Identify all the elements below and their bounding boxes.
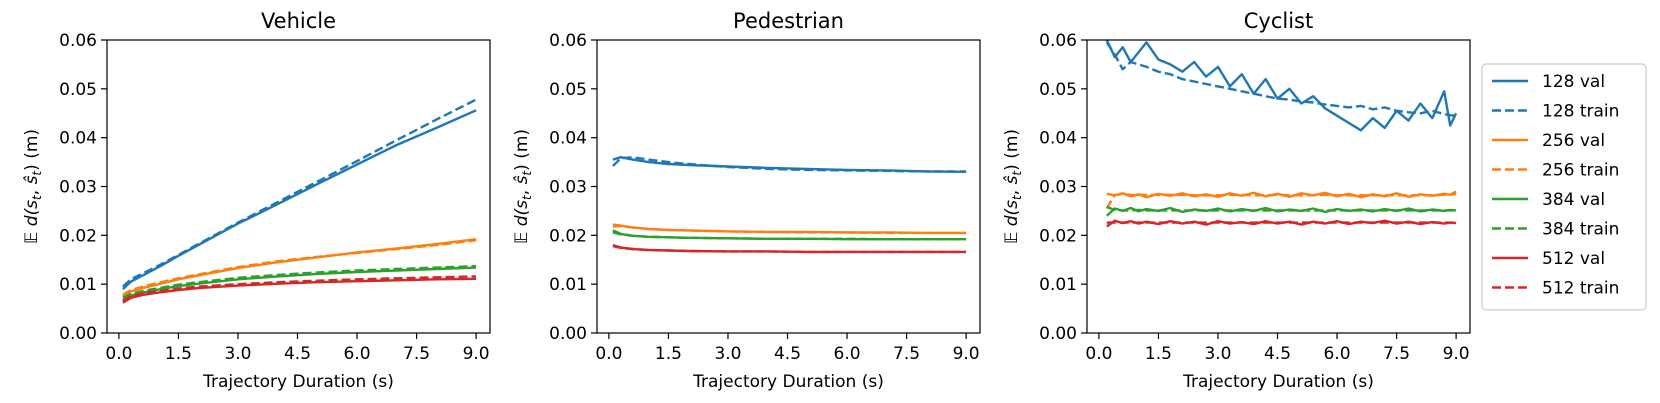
y-tick-label: 0.01: [59, 275, 97, 295]
series-group: [122, 98, 477, 304]
x-tick-label: 7.5: [403, 344, 430, 364]
y-tick-label: 0.02: [1039, 226, 1077, 246]
series-line-512-train: [612, 244, 967, 254]
y-tick-label: 0.05: [59, 80, 97, 100]
legend-label: 512 val: [1542, 249, 1605, 269]
x-tick-label: 9.0: [463, 344, 490, 364]
y-axis-label: 𝔼 d(st, ŝt) (m): [1002, 129, 1024, 244]
y-tick-label: 0.06: [549, 31, 587, 51]
x-tick-label: 6.0: [1324, 344, 1351, 364]
series-line-128-train: [612, 155, 967, 173]
x-tick-label: 3.0: [1204, 344, 1231, 364]
series-group: [1105, 40, 1458, 228]
series-line-128-val: [122, 109, 477, 290]
series-group: [612, 155, 967, 254]
y-tick-label: 0.02: [59, 226, 97, 246]
y-tick-label: 0.00: [549, 324, 587, 344]
panel-vehicle: 0.00 0.01 0.02 0.03 0.04 0.05 0.06 0.0 1.5 3.0 4.5…: [22, 9, 491, 392]
x-axis-label: Trajectory Duration (s): [202, 372, 394, 392]
x-axis-label: Trajectory Duration (s): [1182, 372, 1374, 392]
y-tick-label: 0.05: [549, 80, 587, 100]
x-tick-label: 7.5: [893, 344, 920, 364]
legend-label: 512 train: [1542, 279, 1619, 299]
series-line-256-train: [1105, 192, 1457, 210]
x-tick-label: 4.5: [284, 344, 311, 364]
legend-entry: 384 train: [1492, 220, 1619, 240]
panel-cyclist: 0.00 0.01 0.02 0.03 0.04 0.05 0.06 0.0 1.5 3.0 4.5…: [1002, 9, 1471, 392]
series-line-128-val: [1105, 40, 1458, 132]
x-tick-label: 6.0: [344, 344, 371, 364]
y-axis-label: 𝔼 d(st, ŝt) (m): [512, 129, 534, 244]
series-line-512-train: [122, 275, 477, 303]
y-tick-label: 0.04: [59, 129, 97, 149]
legend-entry: 128 val: [1492, 72, 1605, 92]
y-tick-label: 0.00: [59, 324, 97, 344]
x-tick-label: 3.0: [224, 344, 251, 364]
series-line-128-train: [1105, 41, 1457, 117]
x-tick-label: 4.5: [1264, 344, 1291, 364]
x-tick-label: 0.0: [105, 344, 132, 364]
x-tick-label: 0.0: [1085, 344, 1112, 364]
series-line-384-train: [122, 264, 477, 299]
legend-label: 384 train: [1542, 220, 1619, 240]
y-tick-label: 0.06: [59, 31, 97, 51]
series-line-384-val: [1105, 206, 1457, 217]
legend-box: [1481, 63, 1647, 311]
y-tick-label: 0.04: [549, 129, 587, 149]
y-tick-label: 0.01: [1039, 275, 1077, 295]
series-line-384-train: [1106, 205, 1457, 212]
legend-entry: 256 val: [1492, 131, 1605, 151]
x-tick-label: 7.5: [1383, 344, 1410, 364]
legend-label: 384 val: [1542, 190, 1605, 210]
x-tick-label: 0.0: [595, 344, 622, 364]
y-axis-label: 𝔼 d(st, ŝt) (m): [22, 129, 44, 244]
y-tick-label: 0.02: [549, 226, 587, 246]
series-line-384-train: [612, 231, 967, 241]
y-tick-label: 0.03: [59, 178, 97, 198]
legend-entry: 128 train: [1492, 102, 1619, 122]
series-line-128-val: [612, 155, 967, 173]
legend-entry: 512 train: [1492, 279, 1619, 299]
series-line-256-train: [612, 224, 967, 235]
x-tick-label: 1.5: [165, 344, 192, 364]
axes-frame: [596, 39, 981, 334]
y-tick-label: 0.00: [1039, 324, 1077, 344]
x-tick-label: 1.5: [1145, 344, 1172, 364]
legend-label: 256 val: [1542, 131, 1605, 151]
y-tick-label: 0.06: [1039, 31, 1077, 51]
legend-label: 256 train: [1542, 161, 1619, 181]
chart-title: Cyclist: [1244, 9, 1313, 33]
chart-title: Pedestrian: [733, 9, 844, 33]
panel-pedestrian: 0.00 0.01 0.02 0.03 0.04 0.05 0.06 0.0 1.5 3.0 4.5…: [512, 9, 981, 392]
x-tick-label: 9.0: [1443, 344, 1470, 364]
x-tick-label: 4.5: [774, 344, 801, 364]
x-tick-label: 9.0: [953, 344, 980, 364]
legend-label: 128 val: [1542, 72, 1605, 92]
x-tick-label: 6.0: [834, 344, 861, 364]
y-tick-label: 0.05: [1039, 80, 1077, 100]
legend-label: 128 train: [1542, 102, 1619, 122]
x-tick-label: 3.0: [714, 344, 741, 364]
series-line-512-val: [122, 277, 477, 304]
y-tick-label: 0.03: [549, 178, 587, 198]
chart-title: Vehicle: [261, 9, 336, 33]
axes-frame: [1086, 39, 1471, 334]
x-axis-label: Trajectory Duration (s): [692, 372, 884, 392]
y-tick-label: 0.04: [1039, 129, 1077, 149]
series-line-128-train: [122, 98, 477, 288]
y-tick-label: 0.01: [549, 275, 587, 295]
x-tick-label: 1.5: [655, 344, 682, 364]
legend: 128 val 128 train 256 val 256 train 384 val 3…: [1481, 63, 1647, 311]
legend-entry: 256 train: [1492, 161, 1619, 181]
legend-entry: 512 val: [1492, 249, 1605, 269]
series-line-256-train: [122, 239, 477, 296]
y-tick-label: 0.03: [1039, 178, 1077, 198]
legend-entry: 384 val: [1492, 190, 1605, 210]
